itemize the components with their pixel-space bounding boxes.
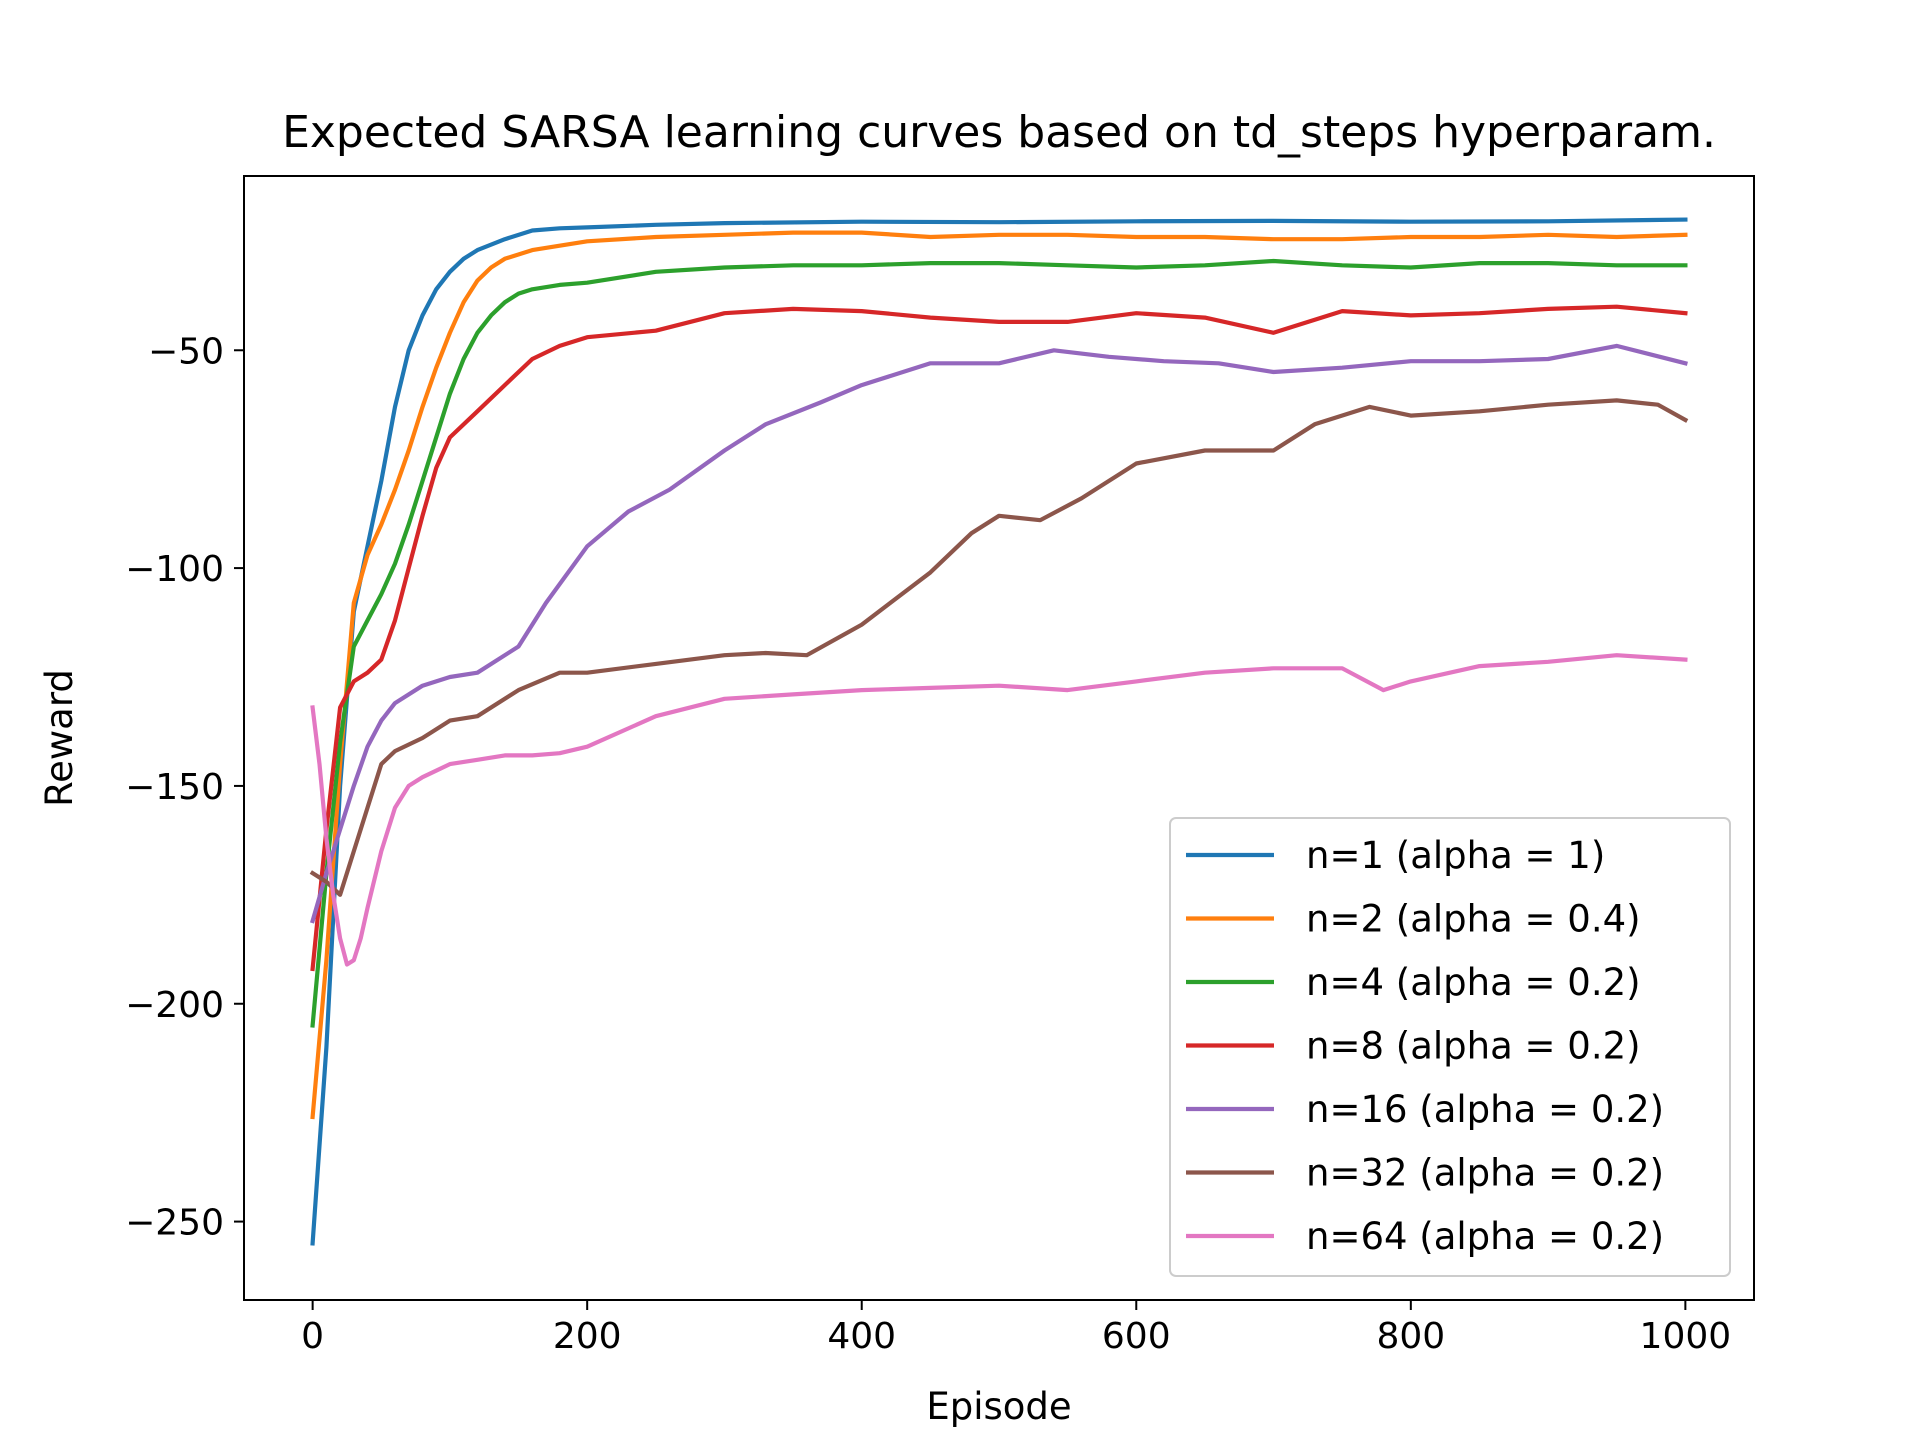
series-line-5 — [310, 343, 1688, 924]
series-line-3 — [310, 258, 1688, 1028]
series-line-6 — [309, 398, 1689, 897]
x-tick-label: 400 — [827, 1316, 896, 1357]
legend: n=1 (alpha = 1) n=2 (alpha = 0.4) n=4 (alp… — [1169, 817, 1731, 1277]
x-tick-label: 800 — [1376, 1316, 1445, 1357]
legend-box — [1169, 817, 1731, 1277]
y-tick-label: −100 — [125, 549, 224, 590]
series-line-4 — [310, 304, 1688, 972]
legend-label: n=64 (alpha = 0.2) — [1306, 1215, 1664, 1258]
axes: 0 200 400 600 800 1000 −50 −100 −150 −200 −250 — [125, 175, 1755, 1357]
x-tick-label: 200 — [553, 1316, 622, 1357]
x-tick-label: 1000 — [1640, 1316, 1732, 1357]
legend-label: n=2 (alpha = 0.4) — [1306, 898, 1641, 941]
y-tick-label: −50 — [148, 331, 224, 372]
plot-area — [309, 217, 1689, 1246]
legend-label: n=16 (alpha = 0.2) — [1306, 1088, 1664, 1131]
series-lines — [309, 217, 1689, 1246]
series-line-1 — [310, 217, 1688, 1246]
legend-label: n=4 (alpha = 0.2) — [1306, 961, 1641, 1004]
chart-title: Expected SARSA learning curves based on … — [282, 107, 1716, 158]
x-tick-label: 600 — [1102, 1316, 1171, 1357]
y-tick-label: −150 — [125, 767, 224, 808]
axes-frame — [243, 175, 1755, 1301]
series-line-7 — [310, 653, 1688, 967]
y-tick-label: −200 — [125, 985, 224, 1026]
y-tick-label: −250 — [125, 1203, 224, 1244]
series-line-2 — [310, 230, 1688, 1120]
y-axis-label: Reward — [38, 669, 81, 807]
legend-label: n=32 (alpha = 0.2) — [1306, 1152, 1664, 1195]
legend-label: n=8 (alpha = 0.2) — [1306, 1025, 1641, 1068]
legend-label: n=1 (alpha = 1) — [1306, 834, 1605, 877]
x-tick-label: 0 — [301, 1316, 324, 1357]
x-axis-label: Episode — [926, 1385, 1071, 1428]
